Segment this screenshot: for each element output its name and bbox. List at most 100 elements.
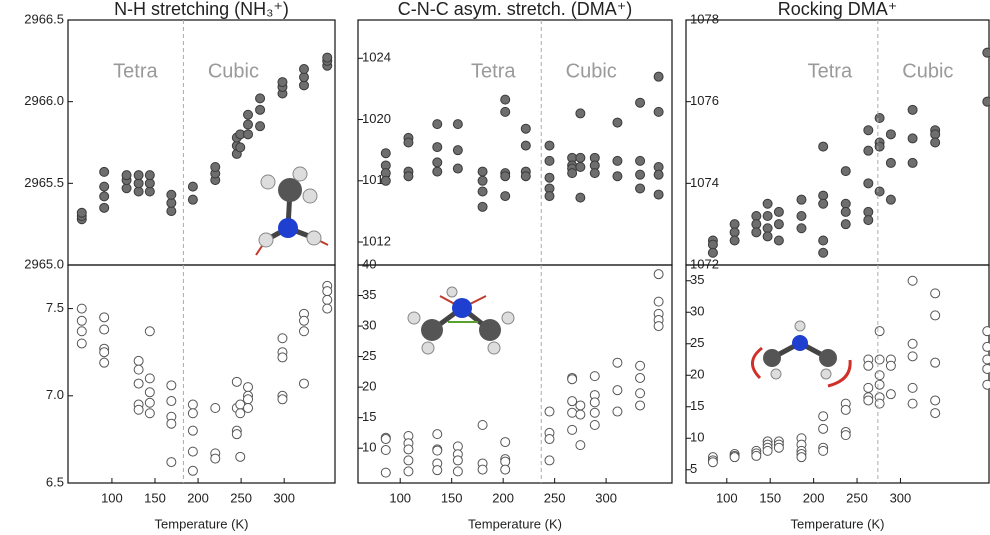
data-point: [477, 201, 488, 212]
y-tick-label: 1072: [690, 256, 719, 271]
data-point: [255, 104, 266, 115]
data-point: [210, 403, 221, 414]
data-point: [818, 445, 829, 456]
y-tick-label: 40: [362, 256, 376, 271]
data-point: [477, 186, 488, 197]
data-point: [452, 163, 463, 174]
panel-frame: [685, 264, 990, 484]
data-point: [907, 382, 918, 393]
data-point: [133, 178, 144, 189]
data-point: [874, 113, 885, 123]
data-point: [762, 445, 773, 456]
data-point: [76, 303, 87, 314]
data-point: [635, 388, 646, 399]
data-point: [144, 387, 155, 398]
data-point: [818, 235, 829, 246]
x-tick-label: 100: [716, 490, 738, 505]
data-point: [982, 363, 990, 374]
data-point: [432, 445, 443, 456]
data-point: [544, 434, 555, 445]
data-point: [166, 189, 177, 200]
data-point: [818, 411, 829, 422]
x-tick-label: 250: [544, 490, 566, 505]
data-point: [243, 394, 254, 405]
data-point: [907, 157, 918, 168]
y-tick-label: 20: [690, 367, 704, 382]
data-point: [277, 394, 288, 405]
data-point: [653, 296, 664, 307]
data-point: [635, 97, 646, 108]
x-tick-label: 150: [144, 490, 166, 505]
data-point: [235, 451, 246, 462]
data-point: [235, 408, 246, 419]
data-point: [707, 247, 718, 258]
data-point: [796, 211, 807, 221]
data-point: [477, 464, 488, 475]
data-point: [544, 406, 555, 417]
data-point: [982, 354, 990, 365]
data-point: [432, 142, 443, 153]
data-point: [773, 442, 784, 453]
chart-title: Rocking DMA⁺: [778, 0, 898, 19]
data-point: [612, 117, 623, 128]
data-point: [235, 142, 246, 153]
data-point: [477, 175, 488, 186]
panel-frame: [67, 264, 336, 484]
data-point: [144, 397, 155, 408]
data-point: [500, 464, 511, 475]
data-point: [432, 166, 443, 177]
data-point: [863, 125, 874, 136]
data-point: [544, 172, 555, 183]
data-point: [874, 370, 885, 381]
phase-label: Tetra: [113, 60, 158, 82]
data-point: [133, 170, 144, 181]
data-point: [930, 310, 941, 321]
data-point: [885, 389, 896, 400]
data-point: [322, 286, 333, 297]
data-point: [653, 269, 664, 280]
y-tick-label: 1078: [690, 11, 719, 26]
inset-dma-rocking: [751, 320, 852, 388]
data-point: [243, 403, 254, 414]
x-tick-label: 150: [441, 490, 463, 505]
data-point: [298, 64, 309, 74]
data-point: [187, 425, 198, 436]
data-point: [751, 219, 762, 230]
data-point: [589, 397, 600, 408]
data-point: [166, 457, 177, 468]
x-tick-label: 100: [101, 490, 123, 505]
data-point: [885, 157, 896, 168]
data-point: [477, 419, 488, 430]
data-point: [762, 223, 773, 234]
data-point: [76, 338, 87, 349]
x-tick-label: 200: [492, 490, 514, 505]
data-point: [298, 378, 309, 389]
y-tick-label: 6.5: [46, 474, 64, 489]
data-point: [863, 395, 874, 406]
data-point: [403, 137, 414, 148]
data-point: [874, 326, 885, 337]
y-tick-label: 25: [362, 348, 376, 363]
data-point: [773, 206, 784, 217]
data-point: [930, 357, 941, 368]
data-point: [751, 211, 762, 221]
inset-nh3: [255, 166, 329, 256]
y-tick-label: 1020: [362, 111, 391, 126]
data-point: [635, 155, 646, 166]
data-point: [243, 129, 254, 140]
data-point: [500, 94, 511, 105]
data-point: [544, 155, 555, 166]
data-point: [907, 104, 918, 115]
data-point: [432, 157, 443, 168]
data-point: [99, 166, 110, 177]
data-point: [99, 324, 110, 335]
data-point: [121, 170, 132, 181]
data-point: [99, 191, 110, 202]
data-point: [589, 407, 600, 418]
data-point: [885, 360, 896, 371]
data-point: [863, 145, 874, 156]
data-point: [76, 326, 87, 337]
data-point: [99, 347, 110, 358]
data-point: [567, 168, 578, 179]
